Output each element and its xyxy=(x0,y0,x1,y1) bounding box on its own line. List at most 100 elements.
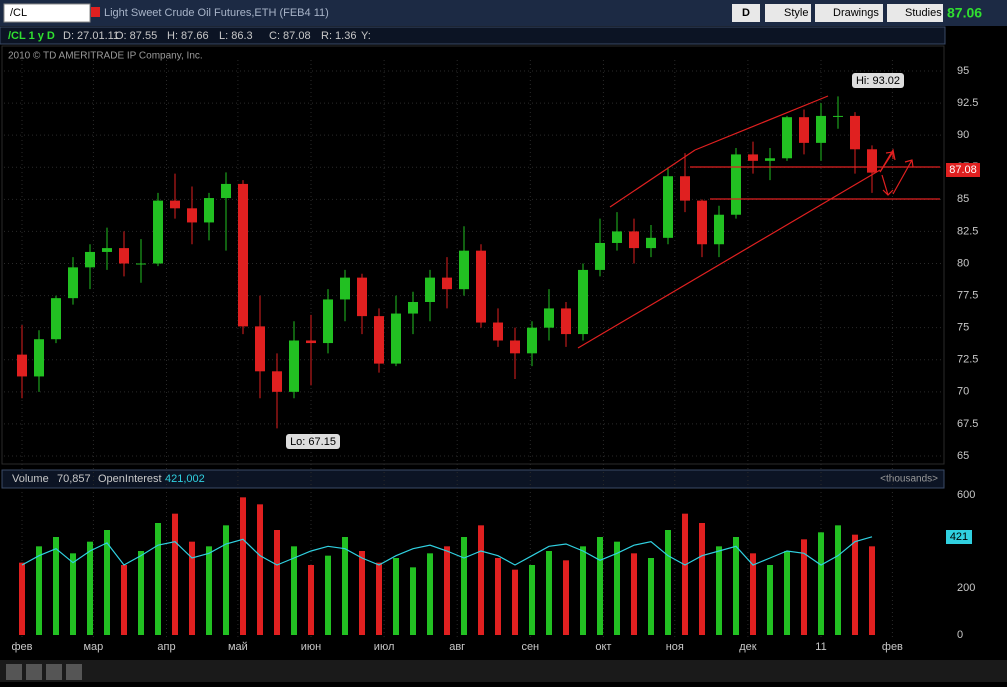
zoom-btn[interactable] xyxy=(6,664,22,680)
volume-bar xyxy=(393,558,399,635)
plot: 9592.59087.58582.58077.57572.57067.565фе… xyxy=(4,60,978,653)
info-item: L: 86.3 xyxy=(219,30,253,42)
candle-body xyxy=(85,251,95,268)
volume-bar xyxy=(597,537,603,635)
volume-bar xyxy=(121,565,127,635)
candle-body xyxy=(153,200,163,264)
candle-body xyxy=(782,117,792,159)
x-tick-label: мар xyxy=(83,641,103,653)
volume-bar xyxy=(750,553,756,635)
volume-bar xyxy=(87,541,93,635)
x-tick-label: июн xyxy=(301,641,321,653)
y-tick-label: 82.5 xyxy=(957,225,978,237)
vol-label: Volume xyxy=(12,473,49,485)
zoom-btn[interactable] xyxy=(66,664,82,680)
volume-bar xyxy=(308,565,314,635)
candle-body xyxy=(765,158,775,161)
volume-bar xyxy=(512,569,518,635)
y-tick-label: 90 xyxy=(957,129,969,141)
info-item: C: 87.08 xyxy=(269,30,311,42)
trendline xyxy=(609,149,696,208)
volume-bar xyxy=(648,558,654,635)
y-tick-label: 600 xyxy=(957,489,975,501)
volume-bar xyxy=(665,530,671,635)
info-item: Y: xyxy=(361,30,371,42)
price-panel xyxy=(1,45,945,465)
arrows xyxy=(879,151,914,196)
candle-body xyxy=(680,176,690,201)
btn[interactable] xyxy=(732,4,760,22)
candle-body xyxy=(425,277,435,302)
candle-body xyxy=(68,267,78,299)
volume-bar xyxy=(138,551,144,635)
drawings xyxy=(577,95,940,349)
volume-bar xyxy=(563,560,569,635)
volume-bar xyxy=(410,567,416,635)
volume-bar xyxy=(325,555,331,635)
candle-body xyxy=(255,326,265,372)
volume-bar xyxy=(461,537,467,635)
candle-body xyxy=(493,322,503,341)
y-tick-label: 85 xyxy=(957,193,969,205)
candle-body xyxy=(748,154,758,161)
volume-bar xyxy=(733,537,739,635)
candle-body xyxy=(442,277,452,290)
candle-body xyxy=(187,208,197,223)
btn[interactable] xyxy=(815,4,883,22)
volume-bar xyxy=(682,513,688,635)
candle-body xyxy=(136,263,146,265)
candle-body xyxy=(646,237,656,249)
volume-bar xyxy=(631,553,637,635)
candle-body xyxy=(714,214,724,245)
y-tick-label: 92.5 xyxy=(957,97,978,109)
btn-label: D xyxy=(742,7,750,19)
btn[interactable] xyxy=(765,4,811,22)
last-tag-label: 87.08 xyxy=(949,164,977,176)
x-tick-label: фев xyxy=(11,641,32,653)
volume-header xyxy=(1,469,945,489)
zoom-btn[interactable] xyxy=(26,664,42,680)
volume-bar xyxy=(444,546,450,635)
volume-bar xyxy=(274,530,280,635)
candle-body xyxy=(170,200,180,209)
volume-bar xyxy=(223,525,229,635)
candle-body xyxy=(833,115,843,117)
candle-body xyxy=(697,200,707,245)
candle-body xyxy=(595,242,605,270)
trendline xyxy=(694,95,829,151)
zoom-btn[interactable] xyxy=(46,664,62,680)
y-tick-label: 67.5 xyxy=(957,418,978,430)
x-tick-label: 11 xyxy=(815,641,826,653)
candle-body xyxy=(51,298,61,340)
y-tick-label: 0 xyxy=(957,629,963,641)
x-tick-label: окт xyxy=(595,641,611,653)
volume-bar xyxy=(240,497,246,635)
lo-label: Lo: 67.15 xyxy=(290,436,336,448)
info-items: /CL 1 y D D: 27.01.11O: 87.55 H: 87.66 L: 8… xyxy=(8,30,371,42)
btn-label: Studies xyxy=(905,7,942,19)
symbol-box[interactable] xyxy=(3,3,91,23)
volume-bar xyxy=(869,546,875,635)
volume-bar xyxy=(257,504,263,635)
candle-body xyxy=(374,316,384,364)
volume-bar xyxy=(580,546,586,635)
title: Light Sweet Crude Oil Futures,ETH (FEB4 … xyxy=(104,7,329,19)
candle-body xyxy=(510,340,520,354)
btn[interactable] xyxy=(887,4,943,22)
vol-value: 70,857 xyxy=(57,473,91,485)
candle-body xyxy=(816,115,826,143)
volume-bar xyxy=(801,539,807,635)
volume-bar xyxy=(546,551,552,635)
hi-box xyxy=(852,73,904,88)
lo-box xyxy=(286,434,340,449)
info-bar xyxy=(0,26,946,45)
candle-body xyxy=(272,371,282,392)
x-tick-label: май xyxy=(228,641,248,653)
x-tick-label: сен xyxy=(521,641,539,653)
candle-body xyxy=(306,340,316,344)
candle-body xyxy=(238,183,248,327)
volume-bar xyxy=(172,513,178,635)
volume-bar xyxy=(53,537,59,635)
units: <thousands> xyxy=(880,474,938,485)
